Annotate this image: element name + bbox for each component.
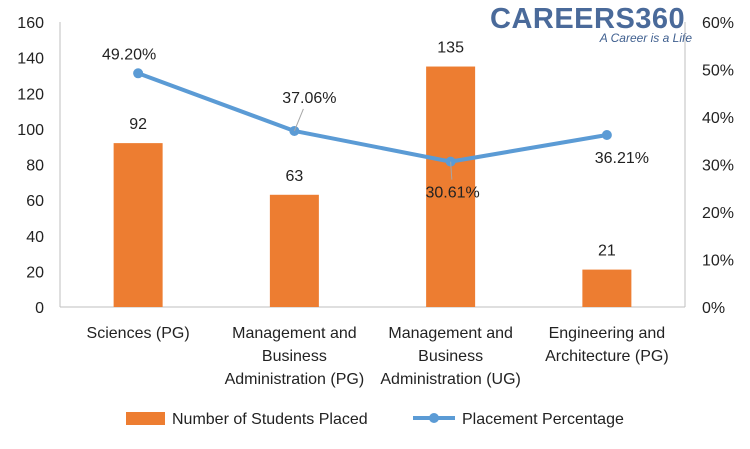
percentage-series-line	[137, 71, 608, 164]
y-right-tick-label: 40%	[702, 110, 734, 127]
careers360-logo: CAREERS360 A Career is a Life	[490, 3, 692, 45]
category-label: Management and	[388, 325, 513, 342]
y-left-tick-label: 100	[17, 122, 44, 139]
y-left-tick-label: 160	[17, 15, 44, 32]
category-label: Architecture (PG)	[545, 348, 669, 365]
y-right-tick-label: 60%	[702, 15, 734, 32]
y-left-tick-label: 60	[26, 193, 44, 210]
category-label: Business	[262, 348, 327, 365]
category-label: Sciences (PG)	[87, 325, 190, 342]
bar-value-label: 92	[129, 116, 147, 133]
bar	[426, 66, 476, 307]
category-label: Administration (UG)	[380, 371, 520, 388]
y-right-tick-label: 10%	[702, 253, 734, 270]
percentage-value-label: 37.06%	[282, 90, 336, 107]
axes: 0 20 40 60 80 100 120 140 160 0% 10% 20% 30% 40% 50% 60…	[17, 15, 734, 317]
label-leader-line	[293, 108, 304, 132]
legend-bar-swatch	[126, 412, 165, 425]
legend-bar-label: Number of Students Placed	[172, 411, 368, 428]
y-left-tick-label: 120	[17, 86, 44, 103]
category-label: Business	[418, 348, 483, 365]
percentage-value-label: 30.61%	[425, 185, 479, 202]
legend: Number of Students Placed Placement Perce…	[126, 411, 624, 428]
category-label: Management and	[232, 325, 357, 342]
bar	[582, 269, 632, 307]
y-left-tick-label: 40	[26, 229, 44, 246]
category-labels: Sciences (PG) Management and Business Admin…	[87, 325, 669, 388]
bar-value-label: 135	[437, 40, 464, 57]
bar-value-label: 63	[285, 168, 303, 185]
legend-line-label: Placement Percentage	[462, 411, 624, 428]
bar	[113, 143, 163, 307]
category-label: Administration (PG)	[225, 371, 365, 388]
percentage-value-label: 49.20%	[102, 46, 156, 63]
percentage-value-label: 36.21%	[595, 150, 649, 167]
y-left-tick-label: 20	[26, 264, 44, 281]
percentage-line	[133, 68, 612, 167]
percentage-point	[601, 130, 612, 141]
y-left-tick-label: 140	[17, 51, 44, 68]
y-left-tick-label: 0	[35, 300, 44, 317]
category-label: Engineering and	[549, 325, 666, 342]
bar	[269, 194, 319, 307]
label-leader-line	[450, 161, 453, 180]
legend-line-marker	[429, 413, 439, 423]
bar-value-label: 21	[598, 243, 616, 260]
y-left-tick-label: 80	[26, 158, 44, 175]
bars	[113, 66, 632, 307]
y-right-tick-label: 0%	[702, 300, 725, 317]
percentage-point	[133, 68, 144, 79]
y-right-tick-label: 20%	[702, 205, 734, 222]
y-right-tick-label: 50%	[702, 63, 734, 80]
y-right-tick-label: 30%	[702, 158, 734, 175]
logo-tagline: A Career is a Life	[599, 31, 693, 45]
logo-name: CAREERS360	[490, 3, 685, 35]
data-labels: 92 63 135 21 49.20% 37.06% 30.61% 36.21%	[102, 40, 649, 260]
